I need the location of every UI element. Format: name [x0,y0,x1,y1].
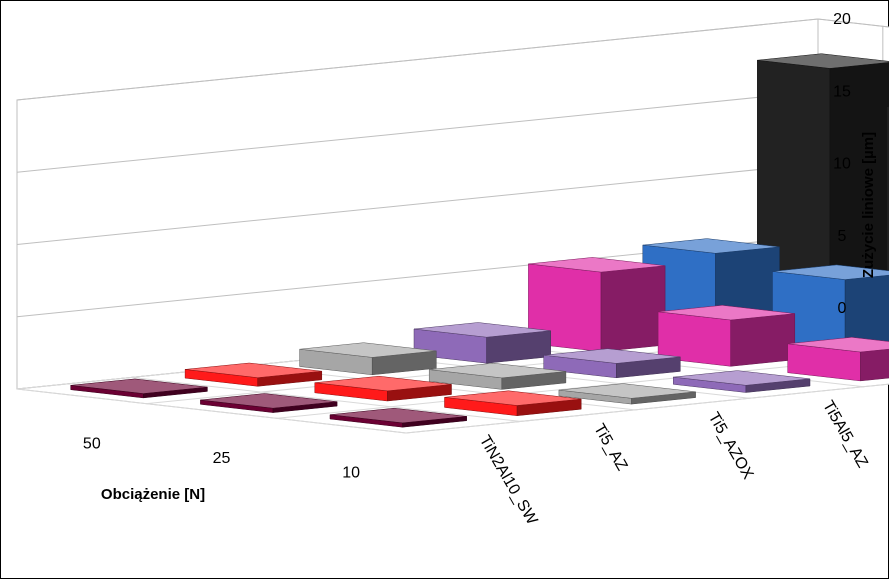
bar-Ti5Cr5_AZ-10 [787,337,889,382]
bar-top-face [329,407,467,424]
bar-top-face [757,53,889,69]
bar-Ti5_AZ-50 [184,362,323,387]
series-label: Ti5Al5_AZ [819,398,871,471]
bar-side-face [730,313,796,367]
floor-grid-line [16,388,407,434]
bar-top-face [429,362,566,379]
bar-Ti5_AZ-25 [314,375,452,402]
bar-top-face [772,264,889,280]
bar-Ti5Al5_AZ-10 [673,370,811,393]
x-axis-title: Obciążenie [N] [101,486,205,503]
series-label: Ti5_AZ [590,421,630,474]
y-tick-label: 5 [838,228,847,245]
bar-top-face [787,337,889,353]
bar-Ti5Al5_AZ-50 [413,322,551,364]
bar-top-face [185,362,322,378]
bar-side-face [860,348,889,382]
gridline-back [16,163,819,245]
bar-top-face [299,342,437,358]
x-tick-label: 25 [213,450,231,467]
y-tick-label: 20 [833,11,851,28]
x-tick-label: 10 [342,465,360,482]
bar-top-face [314,375,452,392]
gridline-back [16,18,819,101]
bar-top-face [200,393,338,409]
bar-TiN2Al10_SW-25 [200,393,338,413]
gridline-back [16,90,819,173]
bar-top-face [658,305,795,321]
bar-TiN2Al10_SW-10 [329,407,467,428]
bar-Ti5_AZ-10 [444,390,582,416]
y-tick-label: 0 [838,300,847,317]
series-label: TiN2Al10_SW [476,433,541,529]
y-tick-label: 10 [833,156,851,173]
bar-Ti5Cr5_AZ-25 [657,305,796,367]
bar-top-face [70,378,208,394]
bar-top-face [558,383,696,399]
bar-top-face [413,322,551,338]
bar-Ti5_AZOX-50 [299,342,437,376]
bar-side-face [600,265,666,352]
y-tick-label: 15 [833,83,851,100]
bar-Ti5Cr5_AZ-50 [528,257,666,352]
bar-Ti5_AZOX-10 [558,383,696,405]
bar-Ti5_AZOX-25 [428,362,567,390]
floor-grid-line [405,383,889,434]
bar-top-face [673,370,811,386]
bar-top-face [886,106,889,108]
x-tick-label: 50 [83,435,101,452]
bar-top-face [444,390,582,406]
bar-top-face [642,238,780,254]
y-axis-title: Zużycie liniowe [µm] [860,132,877,278]
series-label: Ti5_AZOX [705,410,757,483]
bar-TiN2Al10_SW-50 [70,378,208,399]
chart-bars [70,53,889,428]
bar-top-face [528,257,666,273]
bar-Ti5Al5_AZ-25 [543,348,681,379]
bar-top-face [543,348,681,364]
floor-grid-line [131,376,521,422]
